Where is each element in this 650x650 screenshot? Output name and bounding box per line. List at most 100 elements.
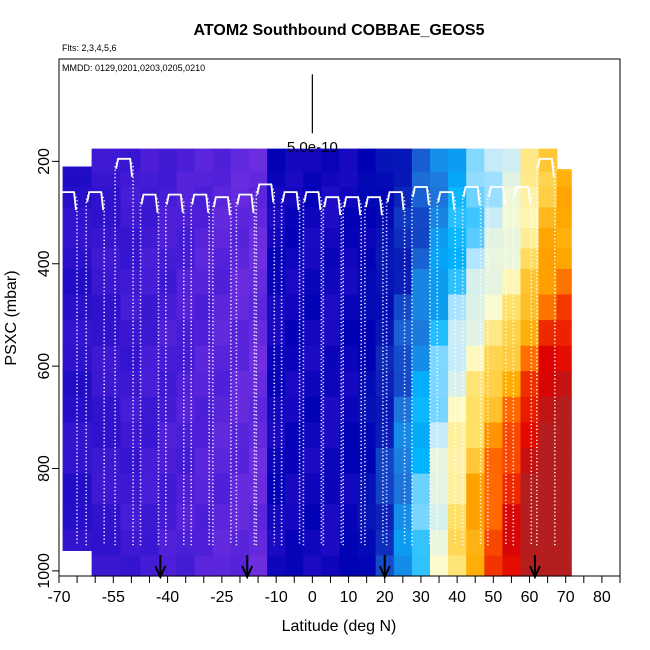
heatmap-cell bbox=[448, 396, 467, 423]
heatmap-cell bbox=[120, 504, 141, 531]
heatmap-cell bbox=[448, 473, 467, 505]
heatmap-cell bbox=[194, 504, 214, 531]
heatmap-cell bbox=[357, 320, 377, 347]
heatmap-cell bbox=[502, 371, 522, 398]
heatmap-cell bbox=[556, 473, 572, 505]
x-tick-label: 40 bbox=[448, 589, 466, 606]
heatmap-cell bbox=[448, 171, 467, 188]
heatmap-cell bbox=[249, 207, 268, 229]
heatmap-cell bbox=[303, 248, 322, 270]
heatmap-cell bbox=[538, 294, 558, 321]
heatmap-cell bbox=[194, 207, 214, 229]
heatmap-cell bbox=[285, 422, 304, 449]
heatmap-cell bbox=[339, 371, 359, 398]
heatmap-cell bbox=[91, 473, 122, 505]
heatmap-cell bbox=[140, 320, 160, 347]
heatmap-cell bbox=[120, 320, 141, 347]
heatmap-cell bbox=[520, 320, 540, 347]
heatmap-cell bbox=[176, 294, 196, 321]
heatmap-cell bbox=[538, 268, 558, 296]
heatmap-cell bbox=[194, 148, 214, 173]
heatmap-cell bbox=[393, 294, 413, 321]
heatmap-cell bbox=[393, 396, 413, 423]
heatmap-cell bbox=[230, 148, 250, 173]
profile-top bbox=[59, 191, 77, 211]
heatmap-cell bbox=[448, 268, 467, 296]
heatmap-cell bbox=[321, 207, 341, 229]
heatmap-cell bbox=[158, 294, 178, 321]
heatmap-cell bbox=[393, 345, 413, 372]
arrow-head bbox=[154, 565, 167, 580]
heatmap-cell bbox=[520, 529, 540, 557]
heatmap-cell bbox=[212, 473, 232, 505]
heatmap-cell bbox=[448, 529, 467, 557]
heatmap-cell bbox=[303, 448, 322, 475]
heatmap-cell bbox=[502, 171, 522, 188]
x-tick-label: 0 bbox=[308, 589, 317, 606]
heatmap-cell bbox=[321, 294, 341, 321]
heatmap-cell bbox=[556, 294, 572, 321]
heatmap-cell bbox=[339, 555, 359, 577]
heatmap-cell bbox=[158, 171, 178, 188]
heatmap-cell bbox=[520, 345, 540, 372]
heatmap-cell bbox=[285, 529, 304, 557]
profile-top bbox=[281, 191, 300, 211]
heatmap-cell bbox=[484, 396, 503, 423]
heatmap-cell bbox=[303, 555, 322, 577]
heatmap-cell bbox=[321, 396, 341, 423]
profile-trace bbox=[512, 186, 533, 546]
heatmap-cell bbox=[140, 268, 160, 296]
heatmap-cell bbox=[176, 448, 196, 475]
heatmap-cell bbox=[393, 422, 413, 449]
heatmap-cell bbox=[556, 345, 572, 372]
heatmap-cell bbox=[339, 529, 359, 557]
heatmap-cell bbox=[176, 345, 196, 372]
heatmap-cell bbox=[430, 371, 449, 398]
heatmap-cell bbox=[285, 268, 304, 296]
x-tick-label: 80 bbox=[593, 589, 611, 606]
heatmap-cell bbox=[158, 473, 178, 505]
heatmap-cell bbox=[176, 320, 196, 347]
heatmap-cell bbox=[249, 555, 268, 577]
heatmap-cell bbox=[393, 320, 413, 347]
heatmap-cell bbox=[321, 171, 341, 188]
heatmap-cell bbox=[556, 396, 572, 423]
heatmap-cell bbox=[230, 504, 250, 531]
heatmap-cell bbox=[484, 345, 503, 372]
heatmap-cell bbox=[140, 448, 160, 475]
heatmap-cell bbox=[303, 207, 322, 229]
heatmap-cell bbox=[321, 422, 341, 449]
heatmap-cell bbox=[484, 504, 503, 531]
heatmap-cell bbox=[120, 268, 141, 296]
profile-trace bbox=[364, 196, 384, 546]
heatmap-cell bbox=[120, 555, 141, 577]
heatmap-cell bbox=[303, 371, 322, 398]
heatmap-cell bbox=[375, 448, 395, 475]
heatmap-cell bbox=[375, 345, 395, 372]
heatmap-cell bbox=[303, 504, 322, 531]
heatmap-cell bbox=[430, 207, 449, 229]
heatmap-cell bbox=[176, 187, 196, 209]
dates-note: MMDD: 0129,0201,0203,0205,0210 bbox=[62, 63, 205, 73]
heatmap-cell bbox=[448, 207, 467, 229]
heatmap-cell bbox=[321, 345, 341, 372]
x-tick-label: 10 bbox=[340, 589, 358, 606]
x-tick-label: -10 bbox=[265, 589, 288, 606]
profile-top bbox=[165, 193, 184, 213]
heatmap-cell bbox=[484, 448, 503, 475]
heatmap-cell bbox=[249, 396, 268, 423]
heatmap-cell bbox=[339, 148, 359, 173]
profile-trace bbox=[342, 196, 362, 546]
heatmap-cell bbox=[538, 227, 558, 249]
heatmap-cell bbox=[556, 320, 572, 347]
heatmap-cell bbox=[140, 504, 160, 531]
heatmap-cell bbox=[176, 207, 196, 229]
heatmap-cell bbox=[140, 148, 160, 173]
heatmap-cell bbox=[249, 148, 268, 173]
heatmap-cell bbox=[538, 448, 558, 475]
heatmap-cell bbox=[285, 504, 304, 531]
heatmap-cell bbox=[230, 371, 250, 398]
heatmap-cell bbox=[393, 529, 413, 557]
heatmap-cell bbox=[357, 396, 377, 423]
y-tick-label: 400 bbox=[36, 250, 53, 277]
